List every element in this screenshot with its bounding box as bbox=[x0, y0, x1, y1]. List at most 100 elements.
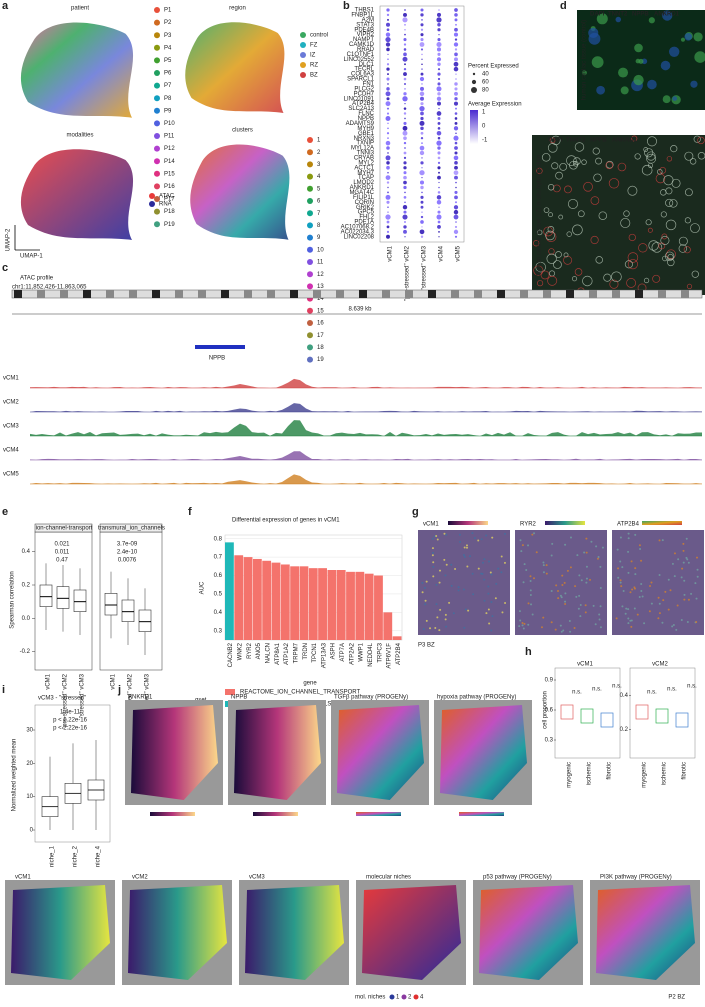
cell bbox=[552, 184, 561, 193]
spot bbox=[530, 603, 533, 606]
cell bbox=[658, 242, 666, 250]
spot bbox=[520, 550, 523, 553]
cell bbox=[680, 37, 686, 42]
gene-label: CAMK1D bbox=[349, 42, 375, 48]
dot bbox=[453, 101, 459, 106]
legend-label: 2 bbox=[408, 995, 412, 1001]
x-tick-label: vCM1 bbox=[46, 673, 52, 689]
p-value: 0.47 bbox=[56, 558, 68, 564]
x-tick-label: ATP2B4 bbox=[396, 642, 402, 665]
spot bbox=[450, 584, 453, 587]
spot bbox=[676, 604, 679, 607]
dot bbox=[420, 28, 424, 31]
dot bbox=[403, 12, 407, 17]
spot bbox=[494, 597, 497, 600]
gene-label: FN1 bbox=[363, 82, 375, 88]
spot bbox=[664, 590, 667, 593]
legend-label: P9 bbox=[164, 108, 172, 114]
dot bbox=[385, 91, 391, 97]
gene-label: COL6A3 bbox=[351, 72, 375, 78]
y-tick-label: 0.2 bbox=[22, 583, 31, 589]
gene-label: VIPR2 bbox=[357, 32, 375, 38]
dot bbox=[403, 210, 407, 214]
dot bbox=[404, 63, 406, 66]
spot bbox=[529, 594, 532, 597]
dot bbox=[455, 78, 457, 80]
axis-label: gene bbox=[303, 681, 317, 687]
gene-label: FNBP1L bbox=[351, 13, 374, 19]
dot bbox=[386, 112, 390, 115]
spot bbox=[457, 586, 460, 589]
spot bbox=[616, 548, 619, 551]
dot bbox=[455, 181, 457, 184]
legend-label: P19 bbox=[164, 222, 175, 228]
x-tick-label: ATP2A2 bbox=[349, 642, 355, 665]
stain-label: ANKRD1 bbox=[654, 12, 680, 18]
dot bbox=[419, 170, 425, 176]
dot bbox=[387, 152, 389, 154]
dot bbox=[403, 141, 407, 145]
spot bbox=[521, 544, 524, 547]
legend-dot bbox=[154, 44, 160, 51]
spot bbox=[599, 605, 602, 608]
spot bbox=[559, 594, 562, 597]
dot bbox=[454, 97, 458, 101]
spot bbox=[525, 568, 528, 571]
dot bbox=[454, 165, 458, 170]
spot bbox=[463, 626, 466, 629]
cell bbox=[574, 268, 583, 276]
spot bbox=[560, 630, 563, 633]
dot bbox=[437, 225, 441, 229]
gene-label: GPC5 bbox=[358, 210, 375, 216]
stain-label: TNNT2 bbox=[608, 12, 628, 18]
cell bbox=[646, 153, 657, 164]
spot bbox=[643, 622, 646, 625]
spot bbox=[615, 617, 618, 620]
spot bbox=[503, 561, 506, 564]
dot bbox=[437, 68, 441, 71]
cell bbox=[689, 158, 697, 165]
cell bbox=[659, 166, 667, 174]
panel-title: ATAC profile bbox=[20, 276, 54, 282]
cell bbox=[595, 157, 602, 165]
cell bbox=[611, 271, 622, 283]
legend-label: P1 bbox=[164, 8, 172, 14]
dot bbox=[387, 73, 389, 76]
dot bbox=[419, 150, 425, 156]
p-value: 1.4e-11 bbox=[60, 710, 81, 716]
colorbar bbox=[150, 812, 195, 816]
spot bbox=[599, 587, 602, 590]
box bbox=[580, 708, 594, 724]
spot bbox=[627, 532, 630, 535]
dot bbox=[421, 211, 423, 213]
map-title: PI3K pathway (PROGENy) bbox=[600, 875, 672, 881]
legend-dot bbox=[154, 7, 160, 13]
spot bbox=[444, 618, 447, 621]
dot bbox=[404, 117, 406, 120]
axis-label: Spearman correlation bbox=[10, 571, 16, 628]
bar bbox=[346, 571, 355, 640]
dot bbox=[436, 96, 442, 101]
cell bbox=[683, 246, 691, 254]
legend-label: 0 bbox=[482, 124, 486, 130]
cell bbox=[634, 43, 643, 53]
spot bbox=[424, 599, 427, 602]
spot bbox=[578, 594, 581, 597]
legend-dot bbox=[389, 994, 395, 1000]
dot bbox=[387, 186, 389, 189]
facet-title: transmural_ion_channels bbox=[98, 526, 165, 532]
legend-label: 15 bbox=[317, 308, 324, 314]
spot bbox=[523, 563, 526, 566]
dot bbox=[438, 230, 440, 233]
spot bbox=[431, 537, 434, 540]
dot bbox=[403, 67, 407, 71]
colorbar bbox=[459, 812, 504, 816]
spot bbox=[579, 615, 582, 618]
spot bbox=[639, 547, 642, 550]
gene-label: GRIK2 bbox=[356, 205, 375, 211]
stain-label: DAPI bbox=[548, 138, 563, 144]
x-tick-label: TRPC3 bbox=[377, 642, 383, 662]
spot bbox=[658, 602, 661, 605]
legend-label: 17 bbox=[317, 333, 324, 339]
spot bbox=[444, 574, 447, 577]
